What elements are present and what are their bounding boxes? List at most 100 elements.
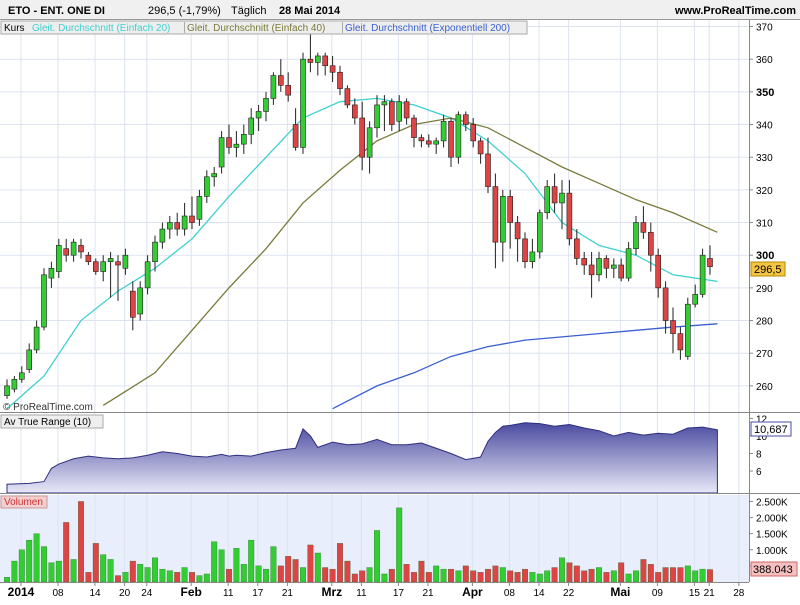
volume-bar bbox=[174, 572, 181, 583]
candles bbox=[4, 33, 713, 399]
candle-body bbox=[559, 192, 565, 204]
price-tick-label: 270 bbox=[756, 349, 773, 360]
volume-bar bbox=[240, 564, 247, 583]
x-tick-label: 09 bbox=[652, 588, 664, 599]
candle-body bbox=[233, 143, 240, 148]
volume-bar bbox=[566, 562, 573, 583]
volume-bar bbox=[640, 559, 647, 583]
candle-body bbox=[107, 258, 114, 263]
candle-body bbox=[292, 124, 299, 148]
candle-body bbox=[536, 212, 543, 253]
volume-legend-box bbox=[0, 495, 48, 509]
volume-bars bbox=[4, 501, 713, 583]
candle-body bbox=[137, 287, 143, 315]
ma-line-ema200 bbox=[332, 323, 718, 410]
candle-body bbox=[270, 75, 277, 99]
volume-bar bbox=[314, 552, 321, 583]
candle-body bbox=[167, 222, 173, 230]
candle-body bbox=[529, 251, 536, 263]
candle-body bbox=[647, 232, 654, 256]
candle-body bbox=[255, 111, 262, 119]
candle-body bbox=[18, 372, 25, 380]
volume-bar bbox=[351, 573, 358, 583]
volume-bar bbox=[115, 575, 121, 583]
volume-bar bbox=[41, 546, 47, 583]
candle-body bbox=[684, 303, 691, 357]
volume-bar bbox=[359, 570, 366, 583]
volume-bar bbox=[381, 573, 388, 583]
price-tick-label: 340 bbox=[756, 121, 773, 132]
volume-bar bbox=[322, 567, 329, 583]
candle-body bbox=[241, 134, 247, 145]
candle-body bbox=[189, 215, 195, 223]
volume-bar bbox=[485, 568, 491, 583]
candle-body bbox=[492, 186, 499, 243]
candle-body bbox=[226, 137, 232, 148]
price-tick-label: 350 bbox=[756, 87, 774, 99]
volume-bar bbox=[684, 565, 691, 583]
volume-bar bbox=[692, 570, 699, 583]
price-tick-label: 330 bbox=[756, 153, 773, 164]
volume-bar bbox=[647, 564, 654, 583]
volume-bar bbox=[440, 568, 447, 583]
volume-bar bbox=[226, 568, 232, 583]
candle-body bbox=[130, 290, 136, 318]
volume-bar bbox=[492, 565, 499, 583]
candle-body bbox=[477, 140, 484, 155]
x-tick-label: Mai bbox=[610, 585, 630, 599]
candle-body bbox=[655, 254, 662, 289]
volume-bar bbox=[26, 539, 33, 583]
candle-body bbox=[433, 140, 440, 145]
volume-bar bbox=[388, 568, 395, 583]
x-tick-label: 14 bbox=[533, 588, 545, 599]
candle-body bbox=[211, 173, 217, 178]
candle-body bbox=[633, 222, 639, 249]
atr-area bbox=[6, 422, 718, 494]
candle-body bbox=[425, 140, 432, 145]
candle-body bbox=[677, 333, 684, 351]
candle-body bbox=[707, 258, 713, 267]
price-tick-label: 320 bbox=[756, 186, 773, 197]
volume-bar bbox=[514, 572, 521, 583]
volume-bar bbox=[455, 570, 462, 583]
candle-body bbox=[55, 245, 62, 272]
price-tick-label: 300 bbox=[756, 250, 774, 262]
atr-panel-label: Av True Range (10) bbox=[4, 417, 91, 428]
volume-bar bbox=[4, 577, 10, 583]
volume-bar bbox=[285, 556, 292, 583]
volume-bar bbox=[411, 572, 417, 583]
candle-body bbox=[248, 117, 254, 135]
candle-body bbox=[485, 153, 491, 187]
volume-bar bbox=[307, 544, 314, 583]
volume-bar bbox=[85, 572, 92, 583]
volume-bar bbox=[107, 559, 114, 583]
candle-body bbox=[544, 186, 551, 214]
volume-bar bbox=[699, 568, 706, 583]
volume-bar bbox=[507, 570, 514, 583]
x-tick-label: Feb bbox=[181, 585, 202, 599]
volume-bar bbox=[425, 572, 432, 583]
volume-bar bbox=[477, 572, 484, 583]
x-tick-label: 22 bbox=[563, 588, 575, 599]
legend-sma20: Gleit. Durchschnitt (Einfach 20) bbox=[32, 23, 170, 34]
volume-tick-label: 1.000K bbox=[756, 546, 788, 557]
legend-ema200: Gleit. Durchschnitt (Exponentiell 200) bbox=[345, 23, 510, 34]
candle-body bbox=[551, 186, 558, 204]
volume-bar bbox=[366, 567, 373, 583]
volume-bar bbox=[625, 573, 632, 583]
volume-bar bbox=[196, 575, 203, 583]
volume-bar bbox=[344, 560, 351, 583]
date-text: 28 Mai 2014 bbox=[279, 5, 341, 17]
price-tick-label: 290 bbox=[756, 284, 773, 295]
volume-bar bbox=[92, 543, 99, 583]
x-tick-label: 11 bbox=[356, 588, 367, 599]
candle-body bbox=[70, 241, 77, 256]
candle-body bbox=[699, 254, 706, 295]
candle-body bbox=[462, 114, 469, 125]
candle-body bbox=[174, 222, 180, 230]
candle-body bbox=[26, 349, 33, 370]
candle-body bbox=[455, 114, 462, 158]
x-tick-label: 17 bbox=[252, 588, 264, 599]
volume-bar bbox=[677, 567, 684, 583]
volume-bar bbox=[655, 572, 662, 583]
